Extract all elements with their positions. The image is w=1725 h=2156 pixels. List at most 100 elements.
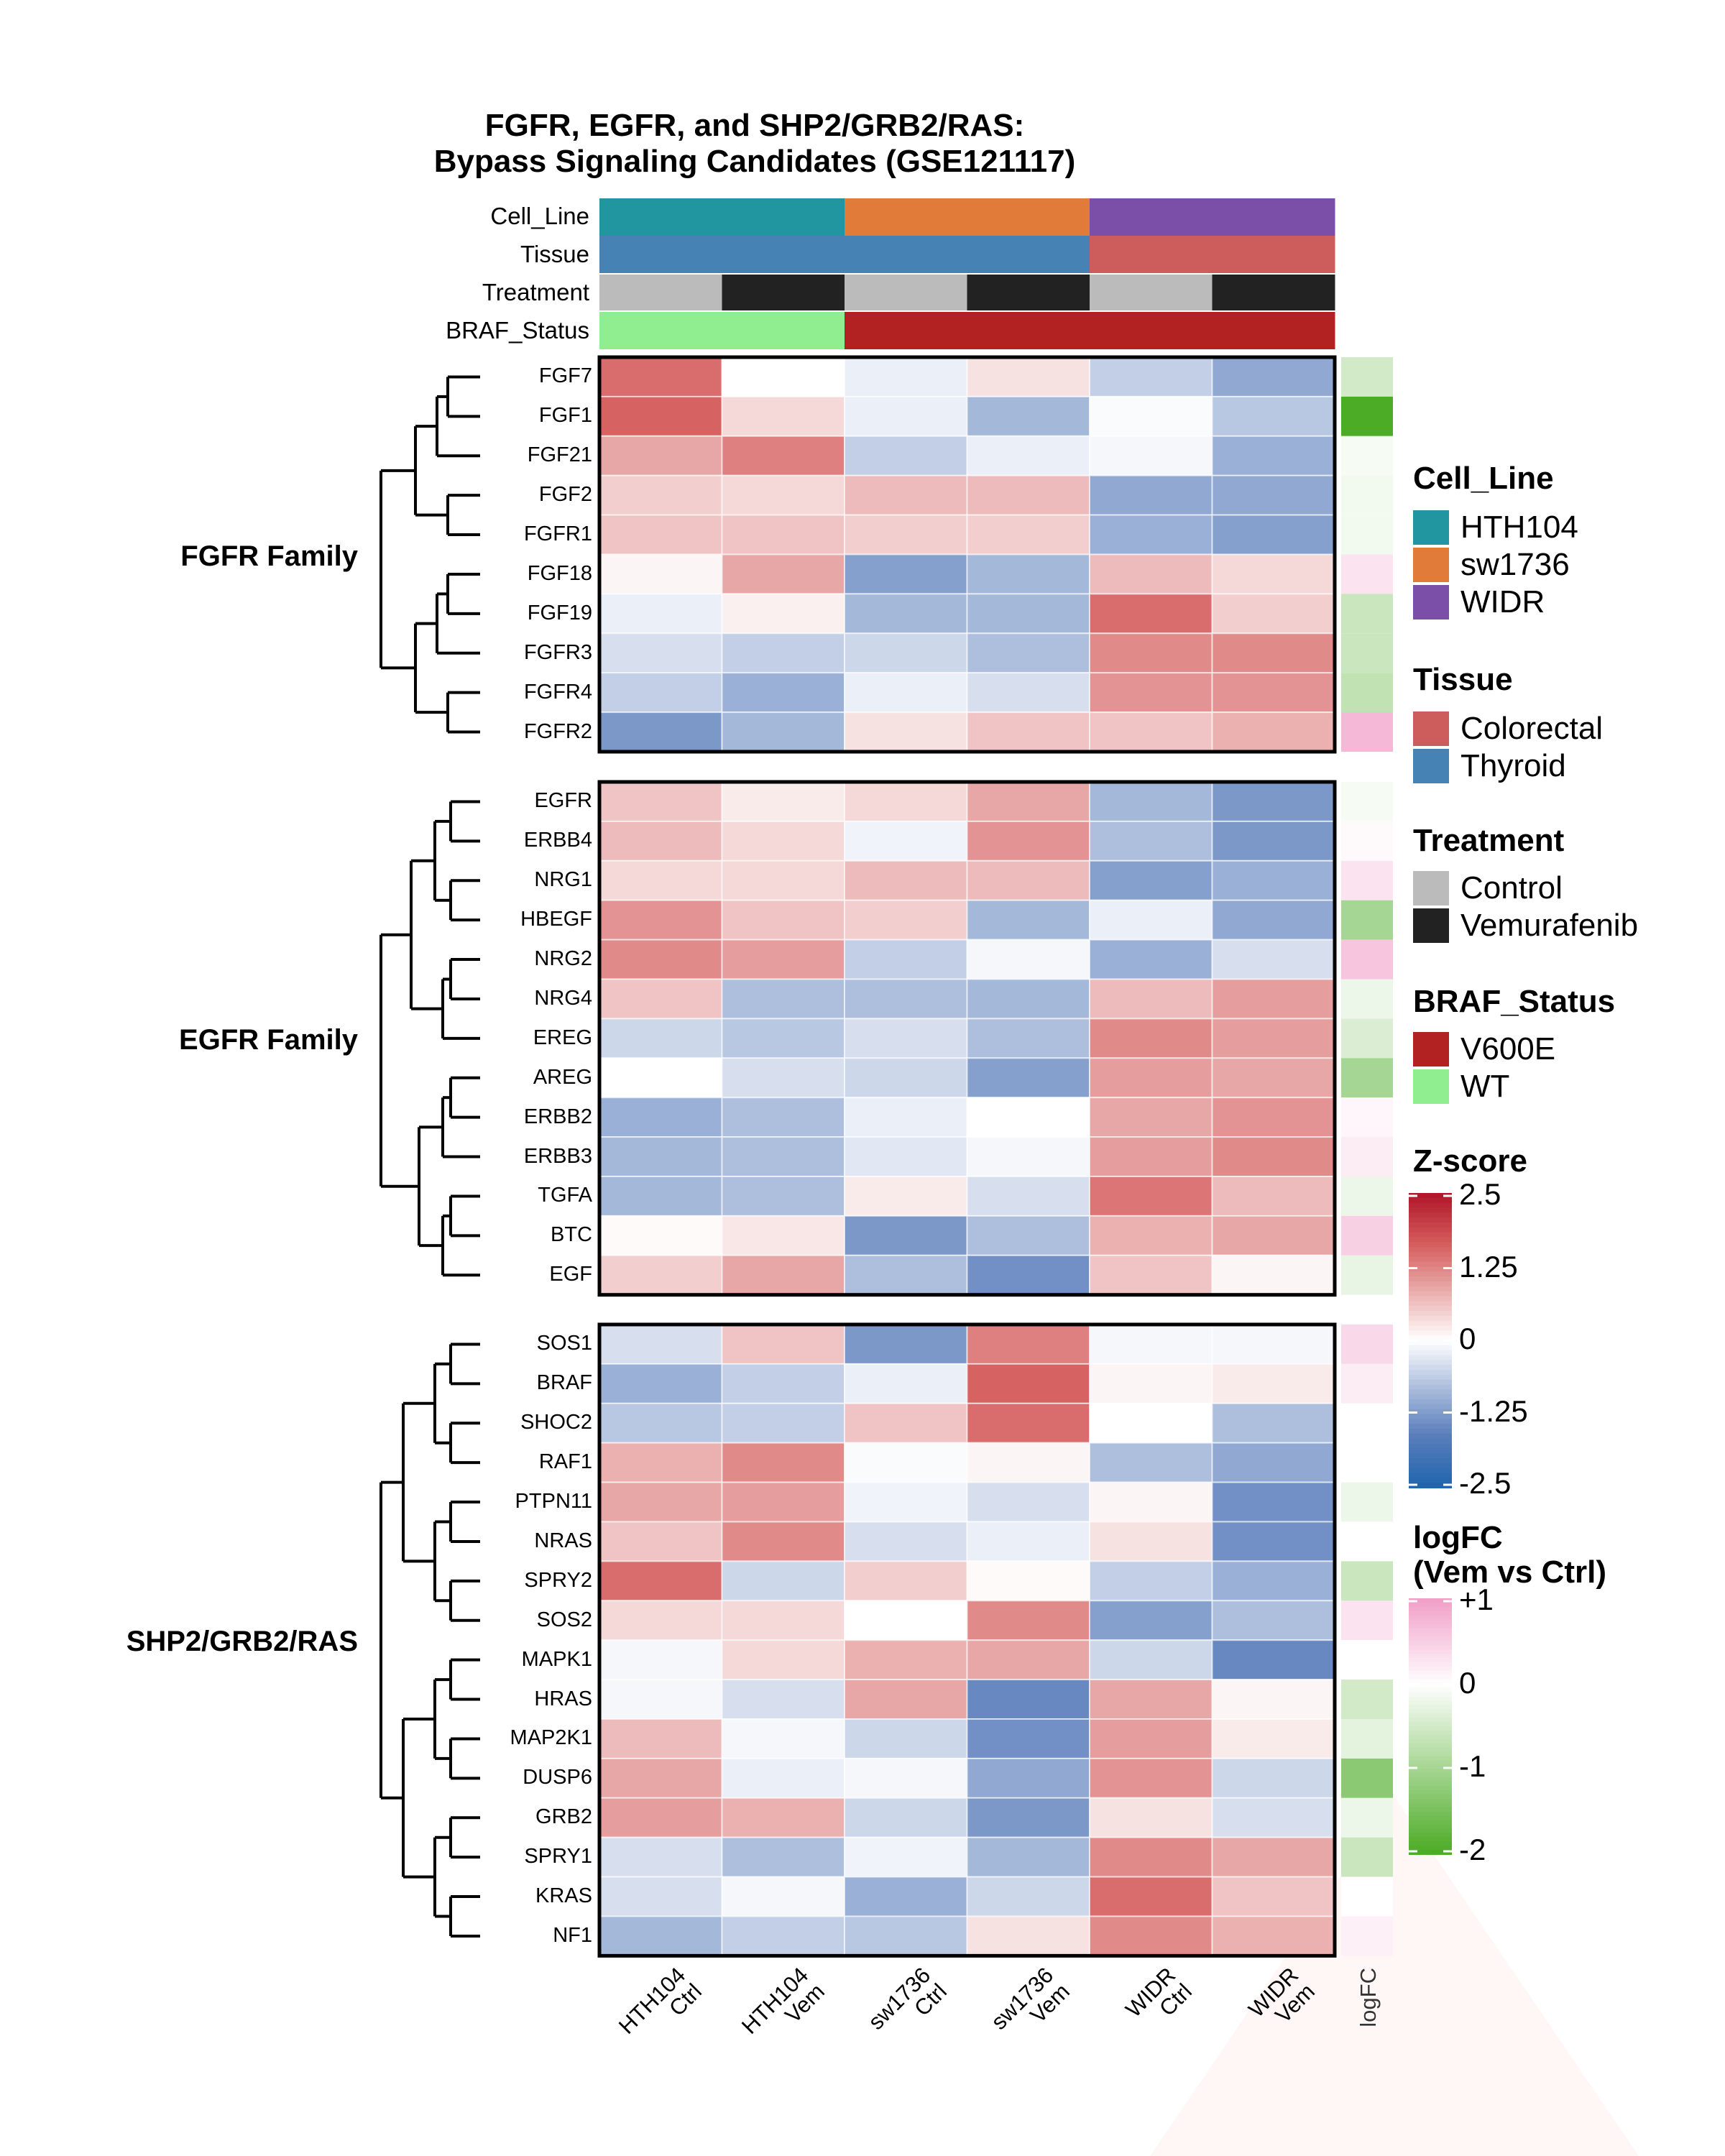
logfc-cell (1341, 821, 1393, 861)
heatmap-cell (599, 1018, 723, 1059)
logfc-colorbar-segment (1409, 1850, 1452, 1855)
logfc-colorbar-segment (1409, 1658, 1452, 1663)
row-label: NF1 (553, 1923, 592, 1947)
heatmap-cell (1089, 1097, 1213, 1138)
logfc-colorbar-segment (1409, 1786, 1452, 1791)
zscore-colorbar-segment (1409, 1350, 1452, 1356)
heatmap-cell (844, 672, 968, 714)
heatmap-cell (966, 474, 1090, 516)
logfc-cell (1341, 1797, 1393, 1838)
heatmap-block-border (597, 780, 1337, 1297)
heatmap-cell (966, 939, 1090, 980)
logfc-colorbar-segment (1409, 1696, 1452, 1702)
row-label: ERBB2 (523, 1105, 592, 1128)
logfc-cell (1341, 1680, 1393, 1719)
heatmap-cell (1211, 1097, 1335, 1138)
heatmap-cell (966, 1018, 1090, 1059)
logfc-colorbar-segment (1409, 1709, 1452, 1715)
legend-label-v600e: V600E (1460, 1031, 1556, 1067)
heatmap-cell (1211, 1600, 1335, 1641)
logfc-colorbar-segment (1409, 1730, 1452, 1736)
logfc-colorbar-segment (1409, 1683, 1452, 1689)
heatmap-cell (721, 593, 845, 635)
annotation-cell-tissue (1212, 236, 1335, 273)
zscore-colorbar-segment (1409, 1389, 1452, 1396)
legend-label-sw1736: sw1736 (1460, 547, 1570, 582)
legend-swatch-thyroid (1413, 749, 1449, 783)
logfc-cell (1341, 1058, 1393, 1098)
logfc-cell (1341, 712, 1393, 752)
heatmap-cell (599, 820, 723, 862)
heatmap-cell (966, 1481, 1090, 1523)
heatmap-cell (844, 1136, 968, 1177)
heatmap-cell (844, 939, 968, 980)
legend-label-colorectal: Colorectal (1460, 711, 1604, 746)
logfc-cell (1341, 1018, 1393, 1059)
heatmap-cell (1211, 632, 1335, 674)
heatmap-cell (966, 1521, 1090, 1562)
logfc-colorbar-segment (1409, 1760, 1452, 1766)
heatmap-cell (1089, 1176, 1213, 1217)
heatmap-cell (599, 1836, 723, 1878)
heatmap-cell (599, 939, 723, 980)
annotation-cell-treatment (1212, 275, 1335, 310)
logfc-cell (1341, 1442, 1393, 1483)
logfc-cell (1341, 860, 1393, 900)
logfc-colorbar-segment (1409, 1828, 1452, 1834)
heatmap-cell (1089, 672, 1213, 714)
logfc-column-label: logFC (1356, 1968, 1381, 2027)
logfc-cell (1341, 554, 1393, 594)
heatmap-cell (966, 860, 1090, 901)
zscore-colorbar-segment (1409, 1242, 1452, 1248)
row-label: MAP2K1 (510, 1726, 592, 1750)
heatmap-cell (721, 939, 845, 980)
heatmap-cell (844, 1363, 968, 1404)
heatmap-cell (1211, 553, 1335, 595)
logfc-colorbar-segment (1409, 1794, 1452, 1800)
heatmap-cell (966, 1097, 1090, 1138)
heatmap-cell (966, 1254, 1090, 1296)
heatmap-cell (844, 1797, 968, 1838)
heatmap-cell (1089, 939, 1213, 980)
logfc-tick-label: -1 (1459, 1749, 1486, 1783)
heatmap-cell (1211, 1718, 1335, 1759)
legend-swatch-colorectal (1413, 711, 1449, 746)
logfc-cell (1341, 1176, 1393, 1216)
heatmap-cell (844, 553, 968, 595)
logfc-cell (1341, 1561, 1393, 1601)
annotation-cell-treatment (845, 275, 967, 310)
heatmap-cell (721, 356, 845, 397)
legend-label-thyroid: Thyroid (1460, 748, 1566, 783)
logfc-colorbar-segment (1409, 1798, 1452, 1804)
chart-title-line-1: FGFR, EGFR, and SHP2/GRB2/RAS: (484, 108, 1025, 143)
logfc-colorbar-segment (1409, 1713, 1452, 1719)
heatmap-cell (1211, 672, 1335, 714)
zscore-colorbar-segment (1409, 1394, 1452, 1400)
heatmap-cell (844, 820, 968, 862)
row-label: TGFA (538, 1184, 592, 1207)
heatmap-cell (966, 1324, 1090, 1365)
group-label-egfr: EGFR Family (179, 1024, 358, 1056)
heatmap-cell (1089, 593, 1213, 635)
annotation-cell-tissue (967, 236, 1090, 273)
legend-label-hth104: HTH104 (1460, 510, 1578, 545)
heatmap-cell (966, 672, 1090, 714)
heatmap-cell (599, 781, 723, 822)
logfc-colorbar-segment (1409, 1606, 1452, 1612)
heatmap-cell (966, 1757, 1090, 1799)
logfc-colorbar-segment (1409, 1722, 1452, 1727)
zscore-colorbar-segment (1409, 1468, 1452, 1474)
legend-label-wt: WT (1460, 1069, 1510, 1104)
heatmap-cell (721, 1097, 845, 1138)
annotation-cell-braf-status (967, 312, 1090, 349)
heatmap-cell (1089, 978, 1213, 1020)
heatmap-cell (599, 1136, 723, 1177)
row-label: ERBB3 (523, 1144, 592, 1168)
row-label: DUSP6 (523, 1766, 592, 1789)
logfc-colorbar-segment (1409, 1718, 1452, 1723)
row-label: FGF1 (538, 404, 592, 428)
heatmap-cell (966, 820, 1090, 862)
heatmap-cell (1089, 860, 1213, 901)
heatmap-cell (599, 1176, 723, 1217)
zscore-tick-label: 1.25 (1459, 1249, 1518, 1284)
